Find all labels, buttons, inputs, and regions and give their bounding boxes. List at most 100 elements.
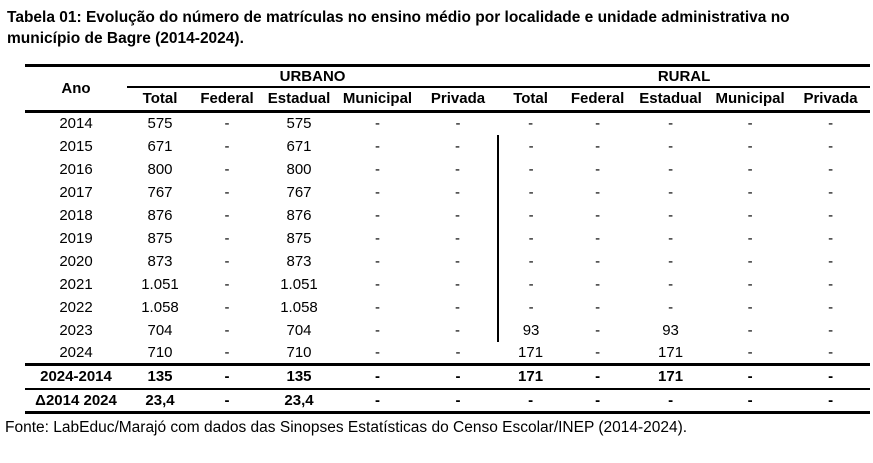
value-cell: 171 bbox=[498, 341, 564, 366]
value-cell: - bbox=[497, 203, 564, 227]
value-cell: - bbox=[747, 183, 753, 201]
value-cell: - bbox=[193, 341, 261, 366]
value-cell: - bbox=[375, 183, 380, 201]
year-cell: 2022 bbox=[59, 298, 93, 316]
value-cell: - bbox=[193, 364, 261, 390]
value-cell: - bbox=[595, 275, 601, 293]
value-cell: 575 bbox=[286, 115, 312, 133]
summary-row-delta: Δ2014 2024 23,4 - 23,4 - - - - - - - bbox=[25, 388, 871, 414]
value-cell: 1.051 bbox=[141, 275, 179, 293]
value-cell: - bbox=[224, 115, 230, 133]
table-row: 2020 873 - 873 - - - - - - - bbox=[25, 249, 870, 273]
column-header: Privada bbox=[418, 86, 499, 113]
value-cell: 767 bbox=[286, 183, 312, 201]
value-cell: - bbox=[498, 388, 564, 414]
summary-label: 2024-2014 bbox=[25, 364, 127, 390]
value-cell: 710 bbox=[261, 341, 337, 366]
value-cell: - bbox=[337, 388, 418, 414]
value-cell: - bbox=[418, 364, 499, 390]
value-cell: 875 bbox=[147, 229, 173, 247]
value-cell: - bbox=[747, 229, 753, 247]
column-header: Privada bbox=[791, 86, 871, 113]
value-cell: - bbox=[224, 137, 230, 155]
value-cell: - bbox=[455, 275, 461, 293]
value-cell: - bbox=[455, 183, 461, 201]
column-header: Estadual bbox=[632, 86, 710, 113]
value-cell: - bbox=[828, 229, 834, 247]
value-cell: - bbox=[747, 115, 753, 133]
value-cell: - bbox=[224, 229, 230, 247]
value-cell: - bbox=[828, 206, 834, 224]
value-cell: - bbox=[497, 180, 564, 204]
column-header: Federal bbox=[563, 86, 633, 113]
value-cell: - bbox=[595, 183, 601, 201]
table-row: 2024 710 - 710 - - 171 - 171 - - bbox=[25, 341, 871, 366]
value-cell: - bbox=[497, 226, 564, 250]
value-cell: - bbox=[747, 252, 753, 270]
value-cell: - bbox=[455, 321, 461, 339]
value-cell: - bbox=[668, 206, 674, 224]
value-cell: 671 bbox=[147, 137, 173, 155]
value-cell: 800 bbox=[286, 160, 312, 178]
value-cell: - bbox=[455, 229, 461, 247]
value-cell: - bbox=[668, 229, 674, 247]
value-cell: - bbox=[828, 160, 834, 178]
value-cell: 23,4 bbox=[127, 388, 193, 414]
year-column-header: Ano bbox=[25, 64, 127, 113]
table-row: 2022 1.058 - 1.058 - - - - - - - bbox=[25, 295, 870, 319]
value-cell: 704 bbox=[147, 321, 173, 339]
year-cell: 2016 bbox=[59, 160, 93, 178]
urbano-group-header: URBANO bbox=[127, 64, 499, 88]
value-cell: - bbox=[375, 137, 380, 155]
value-cell: - bbox=[595, 206, 601, 224]
value-cell: - bbox=[563, 388, 633, 414]
value-cell: - bbox=[595, 160, 601, 178]
value-cell: 23,4 bbox=[261, 388, 337, 414]
value-cell: - bbox=[828, 275, 834, 293]
value-cell: - bbox=[709, 388, 792, 414]
column-header: Federal bbox=[193, 86, 261, 113]
value-cell: - bbox=[497, 272, 564, 296]
value-cell: - bbox=[455, 137, 461, 155]
value-cell: - bbox=[497, 157, 564, 181]
table-row: 2015 671 - 671 - - - - - - - bbox=[25, 134, 870, 158]
value-cell: 704 bbox=[286, 321, 312, 339]
year-cell: 2020 bbox=[59, 252, 93, 270]
value-cell: 93 bbox=[497, 318, 564, 342]
value-cell: - bbox=[563, 341, 633, 366]
value-cell: 873 bbox=[147, 252, 173, 270]
value-cell: - bbox=[791, 388, 871, 414]
value-cell: - bbox=[497, 134, 564, 158]
value-cell: - bbox=[224, 252, 230, 270]
value-cell: - bbox=[668, 298, 674, 316]
year-cell: 2024 bbox=[25, 341, 127, 366]
value-cell: - bbox=[224, 160, 230, 178]
group-header-row: Ano URBANO RURAL bbox=[25, 64, 871, 113]
value-cell: - bbox=[455, 252, 461, 270]
summary-label: Δ2014 2024 bbox=[25, 388, 127, 414]
value-cell: - bbox=[668, 275, 674, 293]
value-cell: 873 bbox=[286, 252, 312, 270]
year-cell: 2021 bbox=[59, 275, 93, 293]
table-row: 2016 800 - 800 - - - - - - - bbox=[25, 157, 870, 181]
value-cell: - bbox=[595, 252, 601, 270]
year-cell: 2019 bbox=[59, 229, 93, 247]
value-cell: - bbox=[747, 206, 753, 224]
summary-row-difference: 2024-2014 135 - 135 - - 171 - 171 - - bbox=[25, 364, 871, 390]
subheader-row: Total Federal Estadual Municipal Privada… bbox=[25, 86, 871, 113]
table-row: 2019 875 - 875 - - - - - - - bbox=[25, 226, 870, 250]
table-row: 2014 575 - 575 - - - - - - - bbox=[25, 112, 870, 135]
value-cell: - bbox=[747, 275, 753, 293]
value-cell: - bbox=[828, 321, 834, 339]
value-cell: 767 bbox=[147, 183, 173, 201]
column-header: Municipal bbox=[337, 86, 418, 113]
value-cell: - bbox=[828, 252, 834, 270]
table-title-line1: Tabela 01: Evolução do número de matrícu… bbox=[7, 9, 790, 26]
value-cell: - bbox=[375, 298, 380, 316]
value-cell: 671 bbox=[286, 137, 312, 155]
value-cell: 93 bbox=[662, 321, 679, 339]
value-cell: - bbox=[224, 183, 230, 201]
value-cell: - bbox=[828, 137, 834, 155]
value-cell: - bbox=[595, 321, 601, 339]
